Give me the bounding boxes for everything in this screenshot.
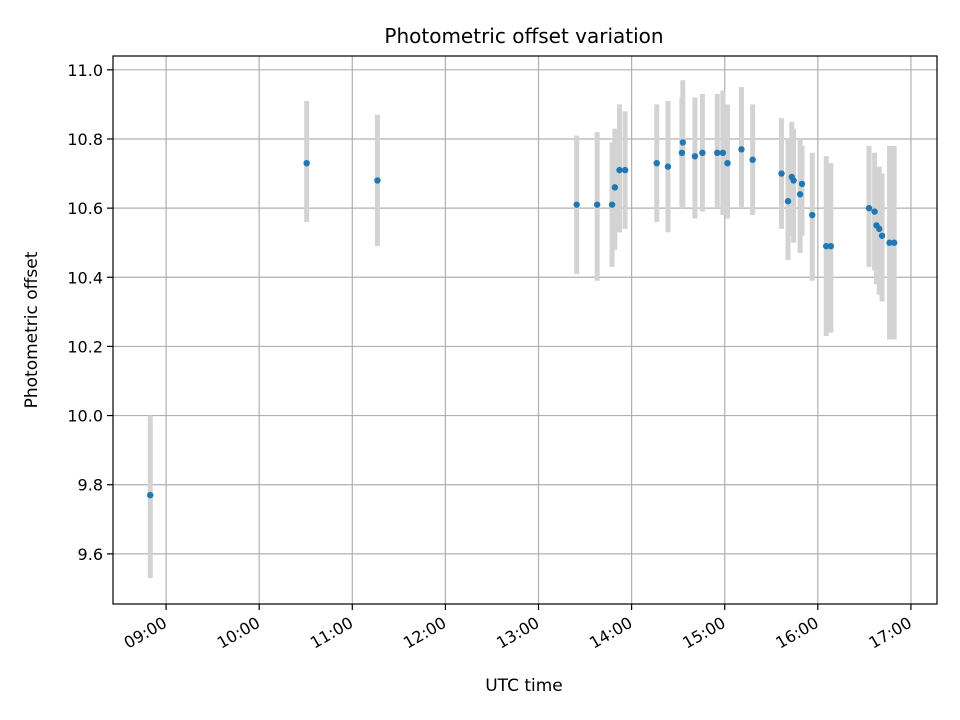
- data-point: [608, 201, 616, 208]
- data-point: [890, 239, 898, 246]
- data-point: [798, 180, 806, 188]
- data-point: [790, 177, 797, 184]
- data-point: [621, 166, 629, 174]
- data-points: [147, 139, 898, 499]
- y-tick-label: 10.0: [67, 407, 103, 426]
- y-axis-label: Photometric offset: [22, 251, 42, 408]
- data-point: [593, 201, 601, 208]
- chart-title: Photometric offset variation: [384, 24, 663, 48]
- data-point: [865, 204, 873, 212]
- data-point: [809, 211, 816, 219]
- x-axis-label: UTC time: [485, 676, 563, 696]
- data-point: [778, 170, 785, 177]
- data-point: [871, 208, 878, 215]
- data-point: [784, 198, 792, 205]
- data-point: [303, 159, 310, 167]
- data-point: [724, 159, 731, 167]
- y-tick-label: 10.8: [67, 130, 103, 149]
- data-point: [678, 149, 686, 157]
- data-point: [573, 201, 580, 208]
- data-point: [691, 153, 699, 160]
- data-point: [823, 242, 830, 250]
- y-tick-label: 9.6: [78, 545, 103, 564]
- data-point: [611, 184, 619, 191]
- y-tick-label: 11.0: [67, 61, 103, 80]
- data-point: [827, 242, 835, 250]
- data-point: [616, 166, 623, 174]
- y-tick-label: 10.4: [67, 268, 103, 287]
- data-point: [374, 177, 381, 184]
- data-point: [714, 149, 721, 157]
- data-point: [699, 149, 706, 157]
- y-axis-ticks: 9.6 9.8 10.0 10.2 10.4 10.6 10.8 11.0: [67, 61, 113, 564]
- data-point: [719, 149, 727, 157]
- data-point: [679, 139, 687, 146]
- data-point: [876, 225, 883, 233]
- plot-frame: [112, 55, 938, 605]
- grid-lines: [113, 56, 937, 604]
- data-point: [147, 491, 154, 499]
- data-point: [653, 159, 660, 167]
- data-point: [886, 239, 893, 246]
- y-tick-label: 10.6: [67, 199, 103, 218]
- y-tick-label: 10.2: [67, 337, 103, 356]
- data-point: [796, 191, 804, 198]
- data-point: [749, 156, 756, 163]
- data-point: [664, 163, 672, 170]
- data-point: [738, 146, 745, 153]
- y-tick-label: 9.8: [78, 476, 103, 495]
- data-point: [878, 232, 886, 239]
